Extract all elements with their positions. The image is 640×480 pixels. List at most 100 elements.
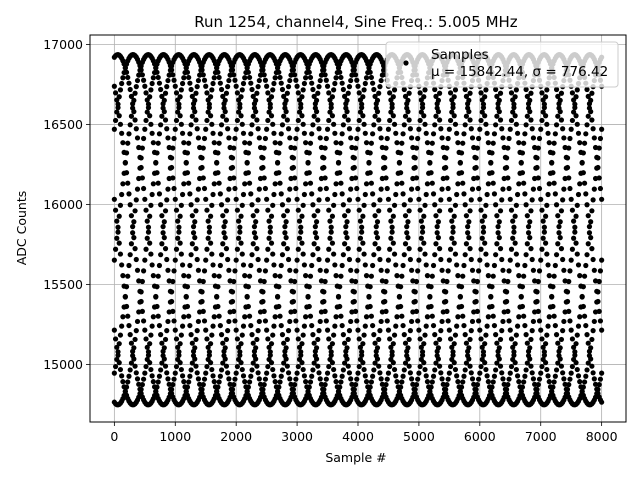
data-point <box>154 170 160 176</box>
data-point <box>262 268 269 274</box>
data-point <box>329 240 336 246</box>
data-point <box>160 224 166 230</box>
data-point <box>253 219 259 225</box>
data-point <box>268 213 275 219</box>
data-point <box>366 160 372 166</box>
data-point <box>177 113 183 119</box>
data-point <box>217 373 223 379</box>
data-point <box>287 135 293 141</box>
data-point <box>529 256 535 263</box>
data-point <box>373 105 379 111</box>
data-point <box>575 130 582 136</box>
data-point <box>156 80 163 86</box>
data-point <box>165 186 171 192</box>
data-point <box>339 131 345 137</box>
data-point <box>270 87 276 93</box>
data-point <box>596 145 602 151</box>
data-point <box>300 87 306 93</box>
data-point <box>122 65 128 71</box>
data-point <box>181 75 187 81</box>
data-point <box>418 109 424 115</box>
data-point <box>331 121 337 127</box>
data-point <box>518 159 524 166</box>
data-point <box>574 332 580 338</box>
data-point <box>346 328 353 334</box>
data-point <box>560 370 566 376</box>
data-point <box>186 180 192 186</box>
data-point <box>281 340 287 346</box>
data-point <box>141 318 147 324</box>
data-point <box>595 289 601 295</box>
data-point <box>248 373 254 379</box>
data-point <box>287 77 293 84</box>
data-point <box>231 382 237 388</box>
data-point <box>206 105 212 111</box>
data-point <box>154 69 160 75</box>
data-point <box>563 391 569 397</box>
data-point <box>141 376 147 382</box>
data-point <box>451 240 457 246</box>
data-point <box>335 159 342 166</box>
data-point <box>540 109 546 115</box>
data-point <box>164 197 170 203</box>
data-point <box>153 389 159 395</box>
data-point <box>394 379 400 385</box>
data-point <box>153 65 159 71</box>
data-point <box>131 97 137 103</box>
data-point <box>187 373 193 379</box>
data-point <box>311 113 317 119</box>
data-point <box>298 352 304 358</box>
data-point <box>307 273 314 279</box>
data-point <box>333 379 339 385</box>
data-point <box>406 246 412 252</box>
data-point <box>407 328 413 334</box>
data-point <box>467 208 473 214</box>
data-point <box>119 130 125 136</box>
data-point <box>171 376 177 382</box>
data-point <box>564 164 571 171</box>
data-point <box>534 298 540 305</box>
data-point <box>264 196 270 202</box>
data-point <box>479 218 485 224</box>
data-point <box>337 384 343 390</box>
data-point <box>236 109 242 115</box>
data-point <box>536 376 543 382</box>
data-point <box>205 109 211 115</box>
data-point <box>242 379 248 385</box>
data-point <box>523 122 529 128</box>
data-point <box>281 213 287 219</box>
data-point <box>232 318 238 324</box>
data-point <box>411 391 417 397</box>
data-point <box>416 196 422 202</box>
data-point <box>578 149 584 155</box>
data-point <box>580 284 586 290</box>
data-point <box>496 345 502 351</box>
data-point <box>301 262 307 268</box>
data-point <box>541 224 547 230</box>
data-point <box>229 386 236 393</box>
data-point <box>249 367 255 373</box>
data-point <box>432 86 438 93</box>
legend: Samples μ = 15842.44, σ = 776.42 <box>385 41 619 88</box>
data-point <box>164 84 170 90</box>
data-point <box>270 202 276 208</box>
data-point <box>466 345 472 351</box>
data-point <box>401 202 407 208</box>
data-point <box>300 202 306 208</box>
data-point <box>320 63 326 69</box>
data-point <box>522 191 528 197</box>
data-point <box>142 327 148 333</box>
data-point <box>514 191 521 198</box>
data-point <box>322 175 328 181</box>
data-point <box>361 87 367 93</box>
data-point <box>193 363 199 369</box>
data-point <box>284 117 290 123</box>
data-point <box>149 373 155 379</box>
data-point <box>284 90 290 96</box>
data-point <box>591 318 597 325</box>
data-point <box>450 105 456 111</box>
data-point <box>568 196 574 202</box>
data-point <box>331 251 337 257</box>
data-point <box>317 186 323 192</box>
data-point <box>525 224 532 230</box>
